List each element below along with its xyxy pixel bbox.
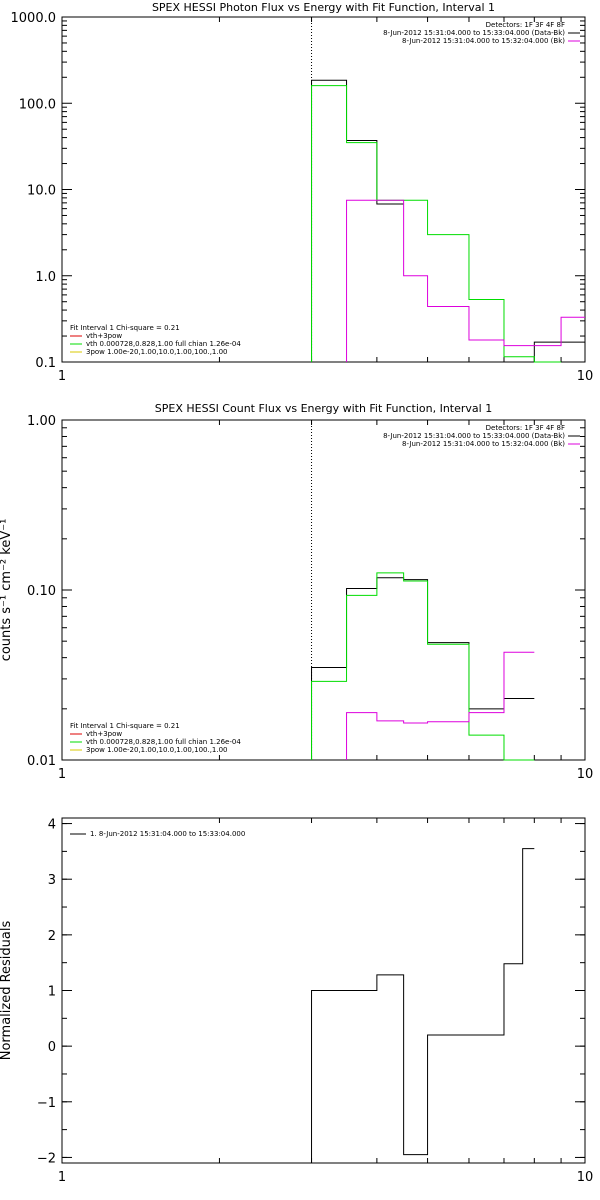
resid-y-tick-label: 1 [48, 985, 56, 1000]
count-ylabel: counts s⁻¹ cm⁻² keV⁻¹ [0, 519, 14, 662]
count-legend-entry: 8-Jun-2012 15:31:04.000 to 15:32:04.000 … [402, 440, 565, 448]
count-x-tick-label: 1 [58, 767, 66, 782]
photon-legend-entry: 8-Jun-2012 15:31:04.000 to 15:32:04.000 … [402, 37, 565, 45]
resid-y-tick-label: −1 [37, 1096, 56, 1111]
count-title: SPEX HESSI Count Flux vs Energy with Fit… [155, 402, 492, 415]
photon-series-2-line [346, 199, 585, 362]
photon-title: SPEX HESSI Photon Flux vs Energy with Fi… [152, 1, 495, 14]
photon-series-0-line [311, 79, 585, 362]
count-y-tick-label: 1.00 [27, 414, 56, 429]
count-fit-legend-entry: vth 0.000728,0.828,1.00 full chian 1.26e… [86, 738, 241, 746]
photon-y-tick-label: 0.1 [35, 356, 56, 371]
resid-y-tick-label: 4 [48, 818, 56, 833]
photon-legend-entry: 8-Jun-2012 15:31:04.000 to 15:33:04.000 … [383, 29, 565, 37]
count-fit-legend-entry: vth+3pow [86, 730, 122, 738]
resid-x-tick-label: 1 [58, 1170, 66, 1185]
resid-ylabel: Normalized Residuals [0, 921, 14, 1061]
photon-fit-legend-entry: vth+3pow [86, 332, 122, 340]
photon-plot-frame [61, 16, 586, 363]
count-series-1-line [311, 572, 535, 761]
resid-legend-entry: 1. 8-Jun-2012 15:31:04.000 to 15:33:04.0… [90, 830, 245, 838]
count-fit-legend-entry: 3pow 1.00e-20,1.00,10.0,1.00,100.,1.00 [86, 746, 228, 754]
count-legend-header: Detectors: 1F 3F 4F 8F [486, 424, 565, 432]
photon-fit-legend-entry: vth 0.000728,0.828,1.00 full chian 1.26e… [86, 340, 241, 348]
photon-y-tick-label: 1000.0 [11, 11, 57, 26]
resid-x-tick-label: 10 [577, 1170, 594, 1185]
photon-x-tick-label: 1 [58, 369, 66, 384]
count-series-0-line [311, 577, 535, 760]
count-series-2-line [346, 651, 535, 760]
photon-fit-legend-header: Fit Interval 1 Chi-square = 0.21 [70, 324, 180, 332]
count-legend-entry: 8-Jun-2012 15:31:04.000 to 15:33:04.000 … [383, 432, 565, 440]
count-x-tick-label: 10 [577, 767, 594, 782]
count-plot-frame [61, 419, 586, 761]
resid-y-tick-label: 2 [48, 929, 56, 944]
resid-y-tick-label: 3 [48, 873, 56, 888]
count-y-tick-label: 0.10 [27, 584, 56, 599]
photon-y-tick-label: 100.0 [19, 97, 56, 112]
resid-y-tick-label: 0 [48, 1040, 56, 1055]
resid-series-0-line [311, 848, 535, 1163]
photon-y-tick-label: 10.0 [27, 184, 56, 199]
photon-fit-legend-entry: 3pow 1.00e-20,1.00,10.0,1.00,100.,1.00 [86, 348, 228, 356]
count-y-tick-label: 0.01 [27, 754, 56, 769]
photon-x-tick-label: 10 [577, 369, 594, 384]
photon-y-tick-label: 1.0 [35, 270, 56, 285]
resid-y-tick-label: −2 [37, 1151, 56, 1166]
photon-legend-header: Detectors: 1F 3F 4F 8F [486, 21, 565, 29]
count-fit-legend-header: Fit Interval 1 Chi-square = 0.21 [70, 722, 180, 730]
photon-series-1-line [311, 85, 562, 363]
